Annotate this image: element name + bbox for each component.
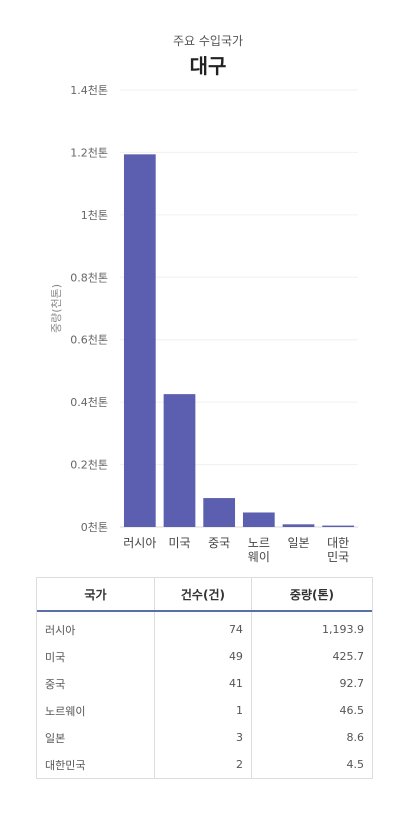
bar <box>242 512 275 527</box>
x-tick-label: 대한 <box>327 536 349 550</box>
x-tick-label: 민국 <box>327 550 349 564</box>
cell-count: 41 <box>153 670 252 697</box>
y-tick-label: 1.4천톤 <box>70 83 108 97</box>
cell-country: 중국 <box>45 677 66 691</box>
bar <box>123 154 156 527</box>
bar-chart: 0천톤 0.2천톤 0.4천톤 0.6천톤 0.8천톤 1천톤 1.2천톤 1.4천톤중량(천… <box>49 83 358 564</box>
bar <box>203 498 236 527</box>
chart-title: 대구 <box>189 54 227 78</box>
y-tick-label: 0.8천톤 <box>70 270 108 284</box>
x-tick-label: 웨이 <box>248 550 270 564</box>
table-row: 중국 41 92.7 <box>37 670 372 697</box>
cell-weight: 425.7 <box>250 643 372 670</box>
y-tick-label: 0.2천톤 <box>70 458 108 472</box>
col-header-country: 국가 <box>37 578 155 612</box>
chart-subtitle: 주요 수입국가 <box>172 34 244 48</box>
x-tick-label: 중국 <box>208 536 230 550</box>
bar <box>282 524 315 527</box>
x-tick-label: 러시아 <box>123 536 156 550</box>
cell-country: 노르웨이 <box>45 704 86 718</box>
bar <box>163 394 196 527</box>
y-tick-label: 1천톤 <box>81 208 108 222</box>
cell-country: 일본 <box>45 731 66 745</box>
table-row: 노르웨이 1 46.5 <box>37 697 372 724</box>
cell-country: 러시아 <box>45 623 76 637</box>
table-row: 일본 3 8.6 <box>37 724 372 751</box>
y-tick-label: 0천톤 <box>81 520 108 534</box>
y-axis-title: 중량(천톤) <box>49 284 63 333</box>
cell-count: 2 <box>153 751 252 778</box>
cell-weight: 1,193.9 <box>250 611 372 643</box>
y-tick-label: 0.6천톤 <box>70 333 108 347</box>
cell-count: 74 <box>153 611 252 643</box>
cell-count: 1 <box>153 697 252 724</box>
x-tick-label: 미국 <box>168 536 190 550</box>
cell-country: 대한민국 <box>45 758 86 772</box>
data-table: 국가 건수(건) 중량(톤) 러시아 74 1,193.9 미국 49 425.… <box>36 577 373 779</box>
table-row: 러시아 74 1,193.9 <box>37 611 372 643</box>
x-tick-label: 일본 <box>287 536 309 550</box>
col-header-count: 건수(건) <box>153 578 252 612</box>
cell-weight: 4.5 <box>250 751 372 778</box>
cell-weight: 8.6 <box>250 724 372 751</box>
table-row: 대한민국 2 4.5 <box>37 751 372 778</box>
cell-weight: 46.5 <box>250 697 372 724</box>
x-tick-label: 노르 <box>248 536 270 550</box>
table-header-row: 국가 건수(건) 중량(톤) <box>37 578 372 612</box>
cell-count: 3 <box>153 724 252 751</box>
y-tick-label: 0.4천톤 <box>70 395 108 409</box>
cell-weight: 92.7 <box>250 670 372 697</box>
cell-count: 49 <box>153 643 252 670</box>
y-tick-label: 1.2천톤 <box>70 145 108 159</box>
bar <box>322 525 355 527</box>
col-header-weight: 중량(톤) <box>250 578 372 612</box>
cell-country: 미국 <box>45 650 66 664</box>
table-row: 미국 49 425.7 <box>37 643 372 670</box>
